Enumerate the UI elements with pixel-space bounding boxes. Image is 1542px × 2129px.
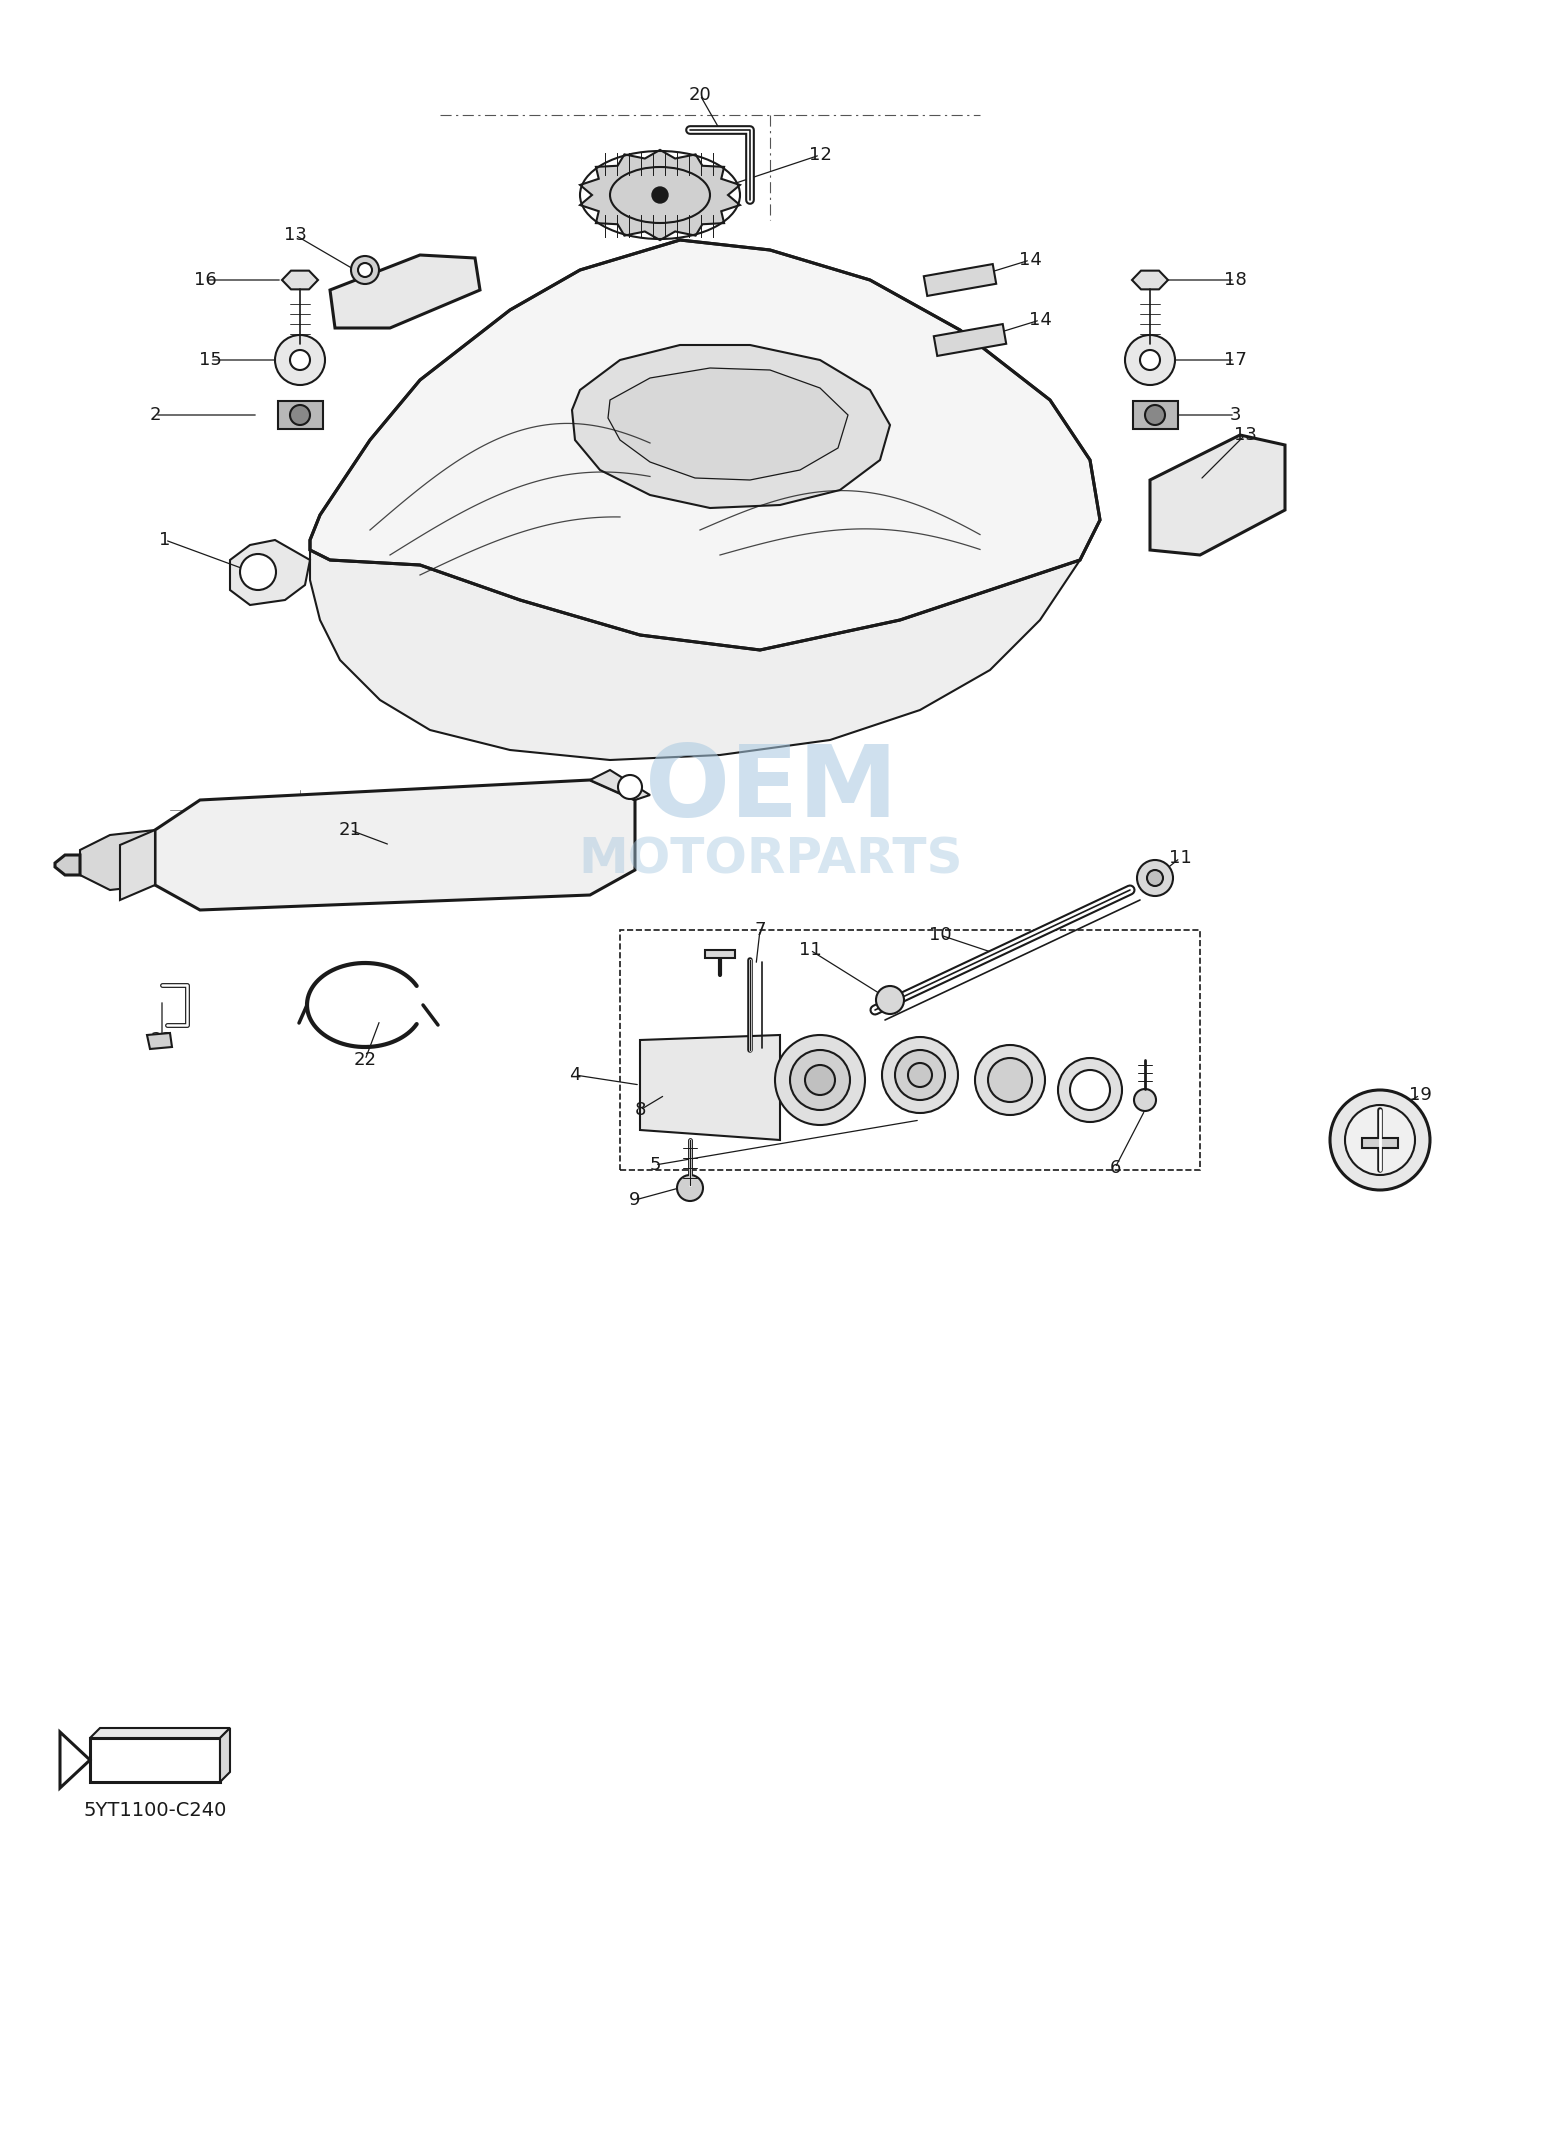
Text: 11: 11: [799, 941, 822, 958]
Polygon shape: [640, 1035, 780, 1139]
Polygon shape: [705, 950, 736, 958]
Polygon shape: [1132, 270, 1167, 290]
Polygon shape: [146, 1033, 173, 1050]
Text: 14: 14: [1029, 311, 1052, 330]
Text: 20: 20: [689, 85, 711, 104]
Text: 22: 22: [353, 1052, 376, 1069]
Text: 5: 5: [649, 1156, 662, 1173]
Polygon shape: [934, 324, 1007, 356]
Circle shape: [776, 1035, 865, 1124]
Text: 18: 18: [1224, 270, 1246, 290]
Circle shape: [1136, 860, 1173, 896]
Text: 9: 9: [629, 1190, 641, 1209]
Circle shape: [790, 1050, 850, 1109]
Circle shape: [290, 349, 310, 370]
Circle shape: [1126, 334, 1175, 385]
Circle shape: [975, 1045, 1045, 1116]
Circle shape: [1058, 1058, 1123, 1122]
Polygon shape: [1132, 400, 1178, 430]
Text: FWD: FWD: [128, 1748, 193, 1771]
Circle shape: [274, 334, 325, 385]
Bar: [620, 930, 1200, 1171]
Polygon shape: [1362, 1139, 1399, 1148]
Circle shape: [988, 1058, 1032, 1103]
Circle shape: [1345, 1105, 1416, 1175]
Polygon shape: [89, 1737, 221, 1782]
Polygon shape: [310, 241, 1099, 649]
Circle shape: [1133, 1090, 1156, 1111]
Polygon shape: [572, 345, 890, 509]
Text: 13: 13: [1234, 426, 1257, 445]
Polygon shape: [60, 1733, 89, 1788]
Text: 16: 16: [194, 270, 216, 290]
Text: 14: 14: [1019, 251, 1041, 268]
Text: 8: 8: [634, 1101, 646, 1120]
Circle shape: [882, 1037, 958, 1113]
Polygon shape: [56, 856, 80, 875]
Polygon shape: [330, 255, 480, 328]
Circle shape: [290, 405, 310, 426]
Text: 17: 17: [1223, 351, 1246, 368]
Circle shape: [876, 986, 904, 1013]
Polygon shape: [89, 1729, 230, 1737]
Text: 15: 15: [199, 351, 222, 368]
Polygon shape: [221, 1729, 230, 1782]
Text: 11: 11: [1169, 849, 1192, 867]
Circle shape: [652, 187, 668, 202]
Polygon shape: [608, 368, 848, 479]
Text: MOTORPARTS: MOTORPARTS: [578, 837, 964, 884]
Circle shape: [1146, 405, 1166, 426]
Text: 1: 1: [159, 530, 171, 549]
Circle shape: [805, 1064, 836, 1094]
Text: 23: 23: [151, 1030, 174, 1050]
Polygon shape: [924, 264, 996, 296]
Polygon shape: [580, 149, 740, 241]
Polygon shape: [120, 830, 156, 901]
Polygon shape: [230, 541, 310, 605]
Text: 13: 13: [284, 226, 307, 245]
Circle shape: [908, 1062, 931, 1088]
Polygon shape: [282, 270, 318, 290]
Circle shape: [618, 775, 641, 798]
Text: 3: 3: [1229, 407, 1241, 424]
Polygon shape: [1150, 434, 1284, 556]
Text: 6: 6: [1109, 1158, 1121, 1177]
Circle shape: [1147, 871, 1163, 886]
Polygon shape: [278, 400, 322, 430]
Text: 19: 19: [1408, 1086, 1431, 1105]
Text: 10: 10: [928, 926, 951, 943]
Circle shape: [894, 1050, 945, 1101]
Polygon shape: [591, 771, 651, 801]
Circle shape: [677, 1175, 703, 1201]
Text: 21: 21: [339, 822, 361, 839]
Circle shape: [352, 255, 379, 283]
Circle shape: [1331, 1090, 1429, 1190]
Text: 12: 12: [808, 147, 831, 164]
Text: 4: 4: [569, 1067, 581, 1084]
Circle shape: [1070, 1071, 1110, 1109]
Circle shape: [241, 554, 276, 590]
Text: 2: 2: [150, 407, 160, 424]
Text: 7: 7: [754, 922, 766, 939]
Circle shape: [358, 264, 372, 277]
Text: OEM: OEM: [645, 741, 897, 839]
Text: 5YT1100-C240: 5YT1100-C240: [83, 1801, 227, 1820]
Circle shape: [1140, 349, 1160, 370]
Polygon shape: [80, 830, 156, 890]
Polygon shape: [310, 519, 1099, 760]
Polygon shape: [156, 779, 635, 909]
